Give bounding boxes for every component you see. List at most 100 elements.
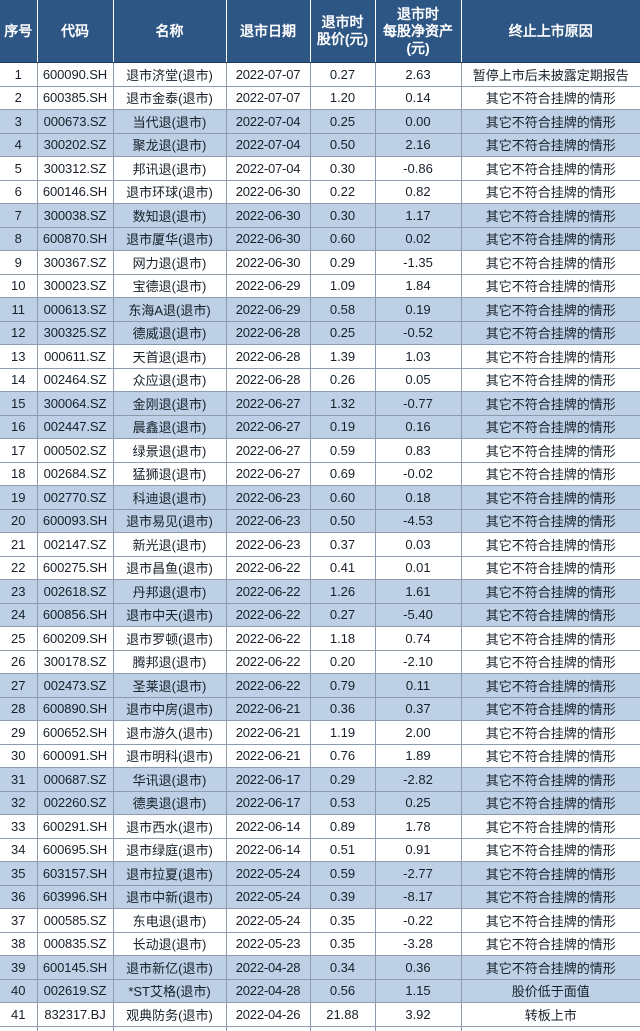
cell-code: 002684.SZ — [37, 462, 114, 486]
cell-net-asset: 1.89 — [375, 744, 462, 768]
cell-net-asset: 0.14 — [375, 86, 462, 110]
cell-reason: 其它不符合挂牌的情形 — [461, 109, 640, 134]
cell-date: 2022-06-29 — [226, 274, 311, 298]
cell-name: 退市中新(退市) — [113, 885, 227, 909]
cell-name: 退市中房(退市) — [113, 697, 227, 721]
cell-date: 2022-05-24 — [226, 885, 311, 909]
cell-name: 绿景退(退市) — [113, 438, 227, 463]
cell-date: 2022-06-28 — [226, 321, 311, 345]
cell-date: 2022-06-17 — [226, 767, 311, 792]
cell-reason: 转板上市 — [461, 1002, 640, 1027]
cell-price: 0.41 — [310, 556, 376, 580]
cell-reason: 其它不符合挂牌的情形 — [461, 438, 640, 463]
cell-price: 0.69 — [310, 462, 376, 486]
cell-index: 35 — [0, 861, 38, 886]
cell-code: 002447.SZ — [37, 415, 114, 439]
table-row: 30 600091.SH 退市明科(退市) 2022-06-21 0.76 1.89 其它不… — [0, 744, 640, 768]
cell-index: 1 — [0, 62, 38, 87]
cell-date: 2022-06-22 — [226, 650, 311, 674]
cell-price: 0.50 — [310, 133, 376, 157]
cell-name: 退市中天(退市) — [113, 603, 227, 627]
cell-code: 600275.SH — [37, 556, 114, 580]
cell-code: 600291.SH — [37, 814, 114, 839]
cell-index: 3 — [0, 109, 38, 134]
cell-reason: 其它不符合挂牌的情形 — [461, 180, 640, 204]
cell-name: 德威退(退市) — [113, 321, 227, 345]
cell-index: 22 — [0, 556, 38, 580]
cell-index: 27 — [0, 673, 38, 698]
cell-reason: 其它不符合挂牌的情形 — [461, 203, 640, 228]
cell-net-asset: 0.83 — [375, 438, 462, 463]
table-row: 26 300178.SZ 腾邦退(退市) 2022-06-22 0.20 -2.10 其它不… — [0, 650, 640, 674]
cell-code: 600890.SH — [37, 697, 114, 721]
cell-reason: 其它不符合挂牌的情形 — [461, 650, 640, 674]
cell-reason: 其它不符合挂牌的情形 — [461, 767, 640, 792]
table-row: 5 300312.SZ 邦讯退(退市) 2022-07-04 0.30 -0.86 其它不符… — [0, 156, 640, 181]
cell-index: 33 — [0, 814, 38, 839]
cell-name: 德奥退(退市) — [113, 791, 227, 815]
table-row: 32 002260.SZ 德奥退(退市) 2022-06-17 0.53 0.25 其它不符… — [0, 791, 640, 815]
cell-index: 12 — [0, 321, 38, 345]
cell-code: 002473.SZ — [37, 673, 114, 698]
cell-name: 退市济堂(退市) — [113, 62, 227, 87]
cell-code: 300023.SZ — [37, 274, 114, 298]
cell-code: 002619.SZ — [37, 979, 114, 1003]
cell-net-asset: -2.77 — [375, 861, 462, 886]
cell-net-asset: -2.10 — [375, 650, 462, 674]
table-row: 12 300325.SZ 德威退(退市) 2022-06-28 0.25 -0.52 其它不… — [0, 321, 640, 345]
cell-net-asset: 0.37 — [375, 697, 462, 721]
cell-name: 退市厦华(退市) — [113, 227, 227, 251]
cell-price: 0.29 — [310, 250, 376, 275]
cell-reason: 其它不符合挂牌的情形 — [461, 274, 640, 298]
cell-price: 0.51 — [310, 838, 376, 862]
cell-net-asset: 1.15 — [375, 979, 462, 1003]
cell-reason: 其它不符合挂牌的情形 — [461, 321, 640, 345]
cell-net-asset: -3.28 — [375, 932, 462, 956]
cell-code: 000613.SZ — [37, 297, 114, 322]
cell-price: 0.25 — [310, 109, 376, 134]
cell-reason: 其它不符合挂牌的情形 — [461, 368, 640, 392]
cell-index: 41 — [0, 1002, 38, 1027]
table-row: 22 600275.SH 退市昌鱼(退市) 2022-06-22 0.41 0.01 其它不… — [0, 556, 640, 580]
cell-reason: 其它不符合挂牌的情形 — [461, 532, 640, 557]
cell-date: 2022-06-23 — [226, 532, 311, 557]
cell-net-asset: 0.74 — [375, 626, 462, 651]
cell-net-asset: -2.82 — [375, 767, 462, 792]
cell-index: 7 — [0, 203, 38, 228]
cell-index: 29 — [0, 720, 38, 745]
table-row: 14 002464.SZ 众应退(退市) 2022-06-28 0.26 0.05 其它不符… — [0, 368, 640, 392]
cell-date: 2022-06-27 — [226, 415, 311, 439]
cell-price: 0.39 — [310, 885, 376, 909]
cell-index: 31 — [0, 767, 38, 792]
cell-reason: 其它不符合挂牌的情形 — [461, 673, 640, 698]
cell-name: 宝德退(退市) — [113, 274, 227, 298]
cell-index: 24 — [0, 603, 38, 627]
table-row: 24 600856.SH 退市中天(退市) 2022-06-22 0.27 -5.40 其它… — [0, 603, 640, 627]
cell-reason: 其它不符合挂牌的情形 — [461, 344, 640, 369]
cell-date: 2022-06-30 — [226, 203, 311, 228]
cell-date: 2022-06-17 — [226, 791, 311, 815]
cell-date: 2022-06-27 — [226, 438, 311, 463]
cell-net-asset: -4.53 — [375, 509, 462, 533]
cell-date: 2022-07-04 — [226, 109, 311, 134]
cell-code: 300202.SZ — [37, 133, 114, 157]
table-row: 7 300038.SZ 数知退(退市) 2022-06-30 0.30 1.17 其它不符合… — [0, 203, 640, 228]
table-row: 23 002618.SZ 丹邦退(退市) 2022-06-22 1.26 1.61 其它不符… — [0, 579, 640, 604]
table-row: 15 300064.SZ 金刚退(退市) 2022-06-27 1.32 -0.77 其它不… — [0, 391, 640, 416]
cell-date: 2022-06-14 — [226, 838, 311, 862]
cell-name: 当代退(退市) — [113, 109, 227, 134]
cell-reason: 其它不符合挂牌的情形 — [461, 297, 640, 322]
cell-date: 2022-06-27 — [226, 391, 311, 416]
column-header-index: 序号 — [0, 0, 38, 63]
cell-code: 600856.SH — [37, 603, 114, 627]
table-row: 8 600870.SH 退市厦华(退市) 2022-06-30 0.60 0.02 其它不符… — [0, 227, 640, 251]
cell-price: 0.35 — [310, 932, 376, 956]
cell-price: 1.18 — [310, 626, 376, 651]
cell-name: *ST艾格(退市) — [113, 979, 227, 1003]
cell-date: 2022-06-21 — [226, 720, 311, 745]
cell-price: 1.09 — [310, 274, 376, 298]
table-row: 27 002473.SZ 圣莱退(退市) 2022-06-22 0.79 0.11 其它不符… — [0, 673, 640, 698]
cell-net-asset: 1.84 — [375, 274, 462, 298]
cell-reason: 其它不符合挂牌的情形 — [461, 415, 640, 439]
column-header-nav: 退市时 每股净资产 (元) — [375, 0, 462, 63]
